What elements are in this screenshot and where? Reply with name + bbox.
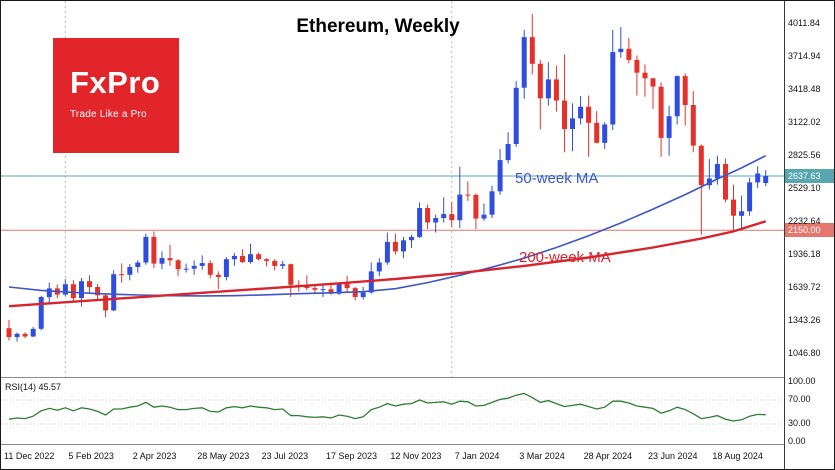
ma200-line [8,220,767,308]
support-price-tag: 2150.00 [785,223,834,238]
ma50-label: 50-week MA [515,170,599,187]
main-chart-pane[interactable]: FxPro Trade Like a Pro Ethereum, Weekly … [1,1,784,377]
rsi-axis-label: 30.00 [788,418,811,428]
price-axis-label: 1046.80 [788,348,821,359]
rsi-name: RSI(14) [5,382,37,392]
ma200-label: 200-week MA [519,249,611,266]
price-axis-label: 1639.72 [788,282,821,293]
date-axis-label: 23 Jul 2023 [261,451,309,461]
ma50-line [8,154,767,297]
date-axis-label: 12 Nov 2023 [390,451,442,461]
rsi-indicator-label: RSI(14) 45.57 [5,382,61,392]
date-axis-label: 5 Feb 2023 [68,451,114,461]
date-axis-label: 23 Jun 2024 [648,451,698,461]
rsi-chart-canvas[interactable] [1,379,784,445]
rsi-value: 45.57 [38,382,62,392]
chart-title: Ethereum, Weekly [296,16,460,37]
date-axis[interactable]: 11 Dec 2022 5 Feb 2023 2 Apr 2023 28 May 20… [1,444,784,469]
price-axis-label: 2232.64 [788,216,821,227]
rsi-axis-label: 0.00 [788,436,806,446]
price-axis-label: 3714.94 [788,51,821,62]
date-axis-label: 3 Mar 2024 [519,451,565,461]
price-axis-label: 2529.10 [788,183,821,194]
date-axis-label: 7 Jan 2024 [454,451,500,461]
price-axis-label: 2825.56 [788,150,821,161]
date-axis-label: 28 May 2023 [197,451,250,461]
fxpro-logo-text: FxPro [70,65,161,100]
rsi-axis-label: 70.00 [788,394,811,404]
date-axis-label: 11 Dec 2022 [4,451,55,461]
date-axis-label: 28 Apr 2024 [583,451,633,461]
price-axis-label: 4011.84 [788,18,820,28]
price-axis-label: 1936.18 [788,249,821,260]
price-axis-label: 3122.02 [788,117,821,128]
date-axis-label: 17 Sep 2023 [326,451,378,461]
fxpro-logo: FxPro Trade Like a Pro [53,38,179,153]
date-axis-label: 2 Apr 2023 [132,451,177,461]
price-axis[interactable]: 2637.63 2150.00 4011.84 3714.94 3418.48 312… [784,1,834,469]
price-axis-label: 3418.48 [788,84,821,95]
fxpro-logo-tagline: Trade Like a Pro [70,109,147,120]
date-axis-label: 18 Aug 2024 [712,451,763,461]
price-axis-label: 1343.26 [788,315,821,326]
current-price-tag: 2637.63 [785,168,834,183]
rsi-axis-label: 100.00 [788,376,816,386]
rsi-pane[interactable]: RSI(14) 45.57 [1,377,784,444]
rsi-line [8,392,766,422]
price-chart-canvas[interactable] [1,1,784,377]
